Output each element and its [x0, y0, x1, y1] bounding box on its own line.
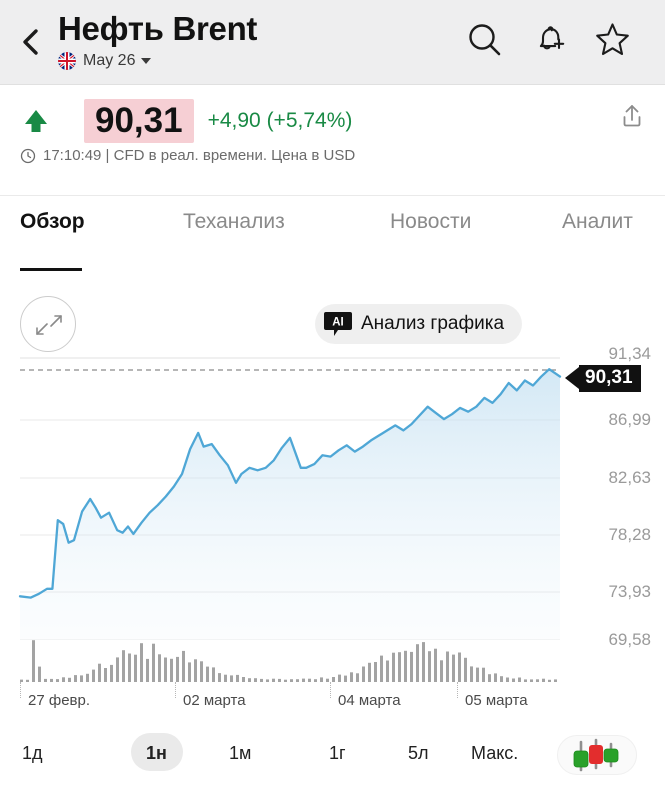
- svg-text:AI: AI: [332, 317, 344, 329]
